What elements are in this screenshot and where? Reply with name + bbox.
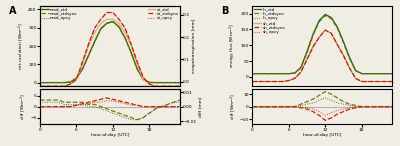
Y-axis label: dIff [Wm$^{-2}$]: dIff [Wm$^{-2}$] xyxy=(228,93,238,120)
Text: A: A xyxy=(9,6,17,16)
Y-axis label: dIff [Wm$^{-2}$]: dIff [Wm$^{-2}$] xyxy=(18,93,28,120)
Legend: nrad_ztd, nrad_ztdsyns, nrad_opcy: nrad_ztd, nrad_ztdsyns, nrad_opcy xyxy=(41,7,78,21)
Y-axis label: net radiation [Wm$^{-2}$]: net radiation [Wm$^{-2}$] xyxy=(17,22,26,70)
Text: B: B xyxy=(222,6,229,16)
Y-axis label: energy flux [Wm$^{-2}$]: energy flux [Wm$^{-2}$] xyxy=(228,24,238,68)
Legend: et_ztd, et_ztdsyns, et_opcy: et_ztd, et_ztdsyns, et_opcy xyxy=(147,7,179,21)
Legend: lh_ztd, lh_ztdsyns, lh_opcy, sh_ztd, sh_ztdsyns, sh_opcy: lh_ztd, lh_ztdsyns, lh_opcy, sh_ztd, sh_… xyxy=(253,7,285,35)
Y-axis label: evapotranspiration [mm]: evapotranspiration [mm] xyxy=(192,19,196,73)
X-axis label: hour-of-day [UTC]: hour-of-day [UTC] xyxy=(91,133,129,137)
X-axis label: hour-of-day [UTC]: hour-of-day [UTC] xyxy=(303,133,341,137)
Y-axis label: dIff [mm]: dIff [mm] xyxy=(198,96,202,117)
